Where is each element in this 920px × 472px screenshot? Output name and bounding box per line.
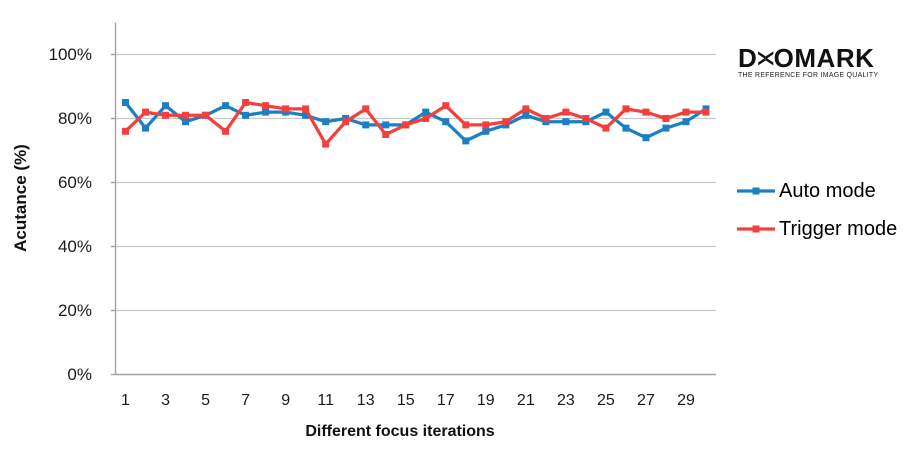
x-tick-label: 25 <box>597 392 615 409</box>
y-axis-title: Acutance (%) <box>11 144 30 252</box>
data-point-marker <box>542 115 550 122</box>
data-point-marker <box>622 124 630 132</box>
x-tick-label: 27 <box>637 392 655 409</box>
data-point-marker <box>362 105 370 113</box>
data-point-marker <box>202 111 210 119</box>
data-point-marker <box>322 140 330 148</box>
data-point-marker <box>442 102 450 110</box>
data-point-marker <box>222 102 230 110</box>
data-point-marker <box>282 105 290 113</box>
data-point-marker <box>462 137 470 145</box>
data-point-marker <box>402 121 410 129</box>
dxomark-wordmark: D><OMARK <box>738 45 878 71</box>
data-point-marker <box>622 105 630 113</box>
data-point-marker <box>642 108 650 116</box>
logo-mark-text: MARK <box>794 43 875 73</box>
logo-letter-d: D <box>738 43 758 73</box>
x-tick-label: 13 <box>356 392 375 409</box>
legend-item-trigger-mode: Trigger mode <box>737 217 897 241</box>
data-point-marker <box>482 121 490 129</box>
x-tick-label: 21 <box>516 392 535 409</box>
x-tick-label: 11 <box>317 392 334 409</box>
data-point-marker <box>602 108 610 116</box>
data-point-marker <box>582 115 590 122</box>
y-tick-label: 80% <box>57 108 92 128</box>
x-axis-title: Different focus iterations <box>305 423 495 440</box>
x-tick-label: 1 <box>121 392 130 409</box>
legend-label: Trigger mode <box>779 218 898 240</box>
x-tick-label: 19 <box>476 392 495 409</box>
y-tick-label: 40% <box>57 236 92 256</box>
data-point-marker <box>382 131 390 138</box>
data-point-marker <box>562 118 570 126</box>
data-point-marker <box>482 127 490 135</box>
legend-marker <box>737 225 775 233</box>
data-point-marker <box>262 108 270 116</box>
data-point-marker <box>242 99 250 106</box>
legend: Auto mode Trigger mode <box>737 179 897 241</box>
legend-label: Auto mode <box>779 180 876 202</box>
data-point-marker <box>702 108 710 116</box>
data-point-marker <box>442 118 450 126</box>
x-tick-label: 5 <box>201 392 211 409</box>
y-tick-label: 0% <box>67 364 92 384</box>
data-point-marker <box>342 118 350 126</box>
data-point-marker <box>262 102 270 110</box>
data-point-marker <box>422 108 430 116</box>
data-point-marker <box>522 111 530 119</box>
x-tick-label: 17 <box>436 392 455 409</box>
legend-marker <box>737 187 775 195</box>
data-point-marker <box>602 124 610 132</box>
data-point-marker <box>642 134 650 142</box>
data-point-marker <box>142 108 150 116</box>
y-tick-label: 20% <box>57 300 92 320</box>
data-point-marker <box>182 111 190 119</box>
x-tick-label: 9 <box>281 392 291 409</box>
data-point-marker <box>162 111 170 119</box>
y-tick-label: 100% <box>48 44 92 64</box>
logo-letter-o: O <box>773 43 795 73</box>
data-point-marker <box>242 111 250 119</box>
series-trigger-mode <box>122 99 710 148</box>
y-tick-label: 60% <box>57 172 92 192</box>
data-point-marker <box>302 111 310 119</box>
data-point-marker <box>562 108 570 116</box>
data-point-marker <box>422 115 430 122</box>
logo-tagline: THE REFERENCE FOR IMAGE QUALITY <box>738 72 879 79</box>
data-point-marker <box>522 105 530 113</box>
x-tick-label: 23 <box>556 392 575 409</box>
data-point-marker <box>122 127 130 135</box>
data-point-marker <box>182 118 190 126</box>
x-tick-label: 3 <box>161 392 170 409</box>
data-point-marker <box>222 127 230 135</box>
x-tick-label: 29 <box>677 392 695 409</box>
dxomark-logo: D><OMARK THE REFERENCE FOR IMAGE QUALITY <box>738 45 878 79</box>
data-point-marker <box>682 118 690 126</box>
data-point-marker <box>142 124 150 132</box>
data-point-marker <box>462 121 470 129</box>
data-point-marker <box>502 118 510 126</box>
data-point-marker <box>362 121 370 129</box>
data-point-marker <box>322 118 330 126</box>
data-point-marker <box>302 105 310 113</box>
data-point-marker <box>662 115 670 122</box>
data-point-marker <box>682 108 690 116</box>
data-point-marker <box>122 99 130 106</box>
legend-item-auto-mode: Auto mode <box>737 179 897 203</box>
logo-x-glyph: >< <box>757 43 774 73</box>
data-point-marker <box>662 124 670 132</box>
data-point-marker <box>382 121 390 129</box>
data-point-marker <box>162 102 170 110</box>
x-tick-label: 15 <box>396 392 415 409</box>
x-tick-label: 7 <box>241 392 251 409</box>
